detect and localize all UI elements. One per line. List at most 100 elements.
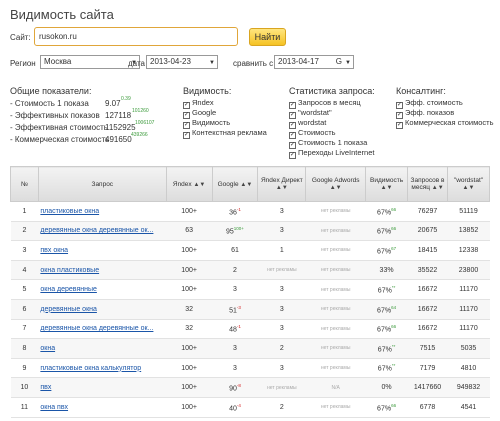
- query-link-text[interactable]: пластиковые окна калькулятор: [40, 364, 142, 372]
- google-change: -8: [236, 382, 241, 388]
- sort-icon[interactable]: ▲▼: [193, 181, 206, 188]
- wordstat-count: 13852: [447, 221, 490, 242]
- google-pos: 40-4: [212, 397, 258, 418]
- metrics-title: Общие показатели:: [10, 86, 92, 96]
- monthly-count: 1417660: [407, 377, 448, 398]
- adwords-pos-text: нет рекламы: [320, 227, 351, 234]
- col-google[interactable]: Google ▲▼: [211, 166, 259, 202]
- query-link-text[interactable]: окна пвх: [40, 403, 69, 411]
- stats-option-monthly[interactable]: ✓ Запросов в месяц: [289, 98, 361, 109]
- sort-icon[interactable]: ▲▼: [380, 185, 393, 191]
- adwords-pos: N/A: [305, 377, 366, 398]
- yandex-pos-text: 100+: [181, 403, 198, 411]
- visibility-option-visibility[interactable]: ✓ Видимость: [183, 118, 230, 129]
- table-header-row: № Запрос Яndex ▲▼ Google ▲▼ Яndex Директ…: [10, 166, 490, 202]
- visibility-change: 66: [391, 206, 397, 212]
- stats-option-wordstat-quoted[interactable]: ✓ "wordstat": [289, 108, 332, 119]
- adwords-pos-text: нет рекламы: [320, 325, 351, 332]
- adwords-pos: нет рекламы: [305, 201, 366, 222]
- query-link-text[interactable]: окна: [40, 344, 56, 352]
- visibility-option-ads[interactable]: ✓ Контекстная реклама: [183, 128, 267, 139]
- compare-select[interactable]: 2013-04-17 G ▼: [274, 55, 354, 69]
- col-direct[interactable]: Яndex Директ ▲▼: [257, 166, 307, 202]
- direct-pos-text: 3: [279, 207, 284, 215]
- direct-pos: 2: [257, 338, 306, 359]
- col-yandex[interactable]: Яndex ▲▼: [165, 166, 213, 202]
- query-link-text[interactable]: пластиковые окна: [40, 207, 100, 215]
- row-num: 10: [10, 377, 39, 398]
- col-wordstat[interactable]: "wordstat" ▲▼: [447, 166, 490, 202]
- google-pos-text: 51: [229, 306, 237, 314]
- query-link[interactable]: деревянные окна деревянные ок...: [38, 319, 167, 340]
- query-link-text[interactable]: пвх: [40, 384, 52, 392]
- query-link[interactable]: пластиковые окна калькулятор: [38, 358, 167, 379]
- query-link[interactable]: окна пвх: [38, 397, 167, 418]
- query-link[interactable]: окна: [38, 338, 167, 359]
- checkbox-icon: ✓: [396, 102, 403, 109]
- col-label: "wordstat": [453, 177, 484, 184]
- query-link-text[interactable]: окна пластиковые: [40, 266, 100, 274]
- query-link[interactable]: окна деревянные: [38, 279, 167, 300]
- site-input[interactable]: [34, 27, 238, 46]
- option-label: wordstat: [298, 118, 327, 127]
- adwords-pos-text: N/A: [331, 384, 340, 391]
- query-link-text[interactable]: деревянные окна деревянные ок...: [40, 227, 154, 235]
- query-link[interactable]: окна пластиковые: [38, 260, 167, 281]
- sort-icon[interactable]: ▲▼: [240, 181, 253, 188]
- visibility-value-text: 67%: [377, 404, 392, 412]
- visibility-value-text: 67%: [377, 248, 392, 256]
- stats-option-liveinternet[interactable]: ✓ Переходы LiveInternet: [289, 148, 374, 159]
- yandex-pos-text: 100+: [181, 207, 198, 215]
- option-label: "wordstat": [298, 108, 332, 117]
- query-link[interactable]: пластиковые окна: [38, 201, 167, 222]
- wordstat-count-text: 11170: [459, 325, 478, 333]
- query-link[interactable]: пвх: [38, 377, 167, 398]
- query-link[interactable]: деревянные окна деревянные ок...: [38, 221, 167, 242]
- option-label: Видимость: [192, 118, 231, 127]
- query-link-text[interactable]: пвх окна: [40, 246, 69, 254]
- sort-icon[interactable]: ▲▼: [329, 185, 342, 191]
- consulting-option-eff-cost[interactable]: ✓ Эфф. стоимость: [396, 98, 463, 109]
- query-link[interactable]: деревянные окна: [38, 299, 167, 320]
- stats-option-cost[interactable]: ✓ Стоимость: [289, 128, 336, 139]
- yandex-pos-text: 100+: [181, 246, 198, 254]
- monthly-count-text: 1417660: [413, 384, 442, 392]
- query-link[interactable]: пвх окна: [38, 240, 167, 261]
- direct-pos: 3: [257, 358, 306, 379]
- sort-icon[interactable]: ▲▼: [462, 185, 475, 191]
- consulting-option-eff-views[interactable]: ✓ Эфф. показов: [396, 108, 454, 119]
- region-select[interactable]: Москва ▼: [40, 55, 140, 69]
- query-link-text[interactable]: деревянные окна деревянные ок...: [40, 325, 154, 333]
- option-label: Яndex: [192, 98, 214, 107]
- yandex-pos: 100+: [166, 260, 213, 281]
- metric-label: - Стоимость 1 показа: [10, 99, 89, 108]
- direct-pos: 3: [257, 221, 306, 242]
- find-button[interactable]: Найти: [249, 28, 286, 46]
- col-query: Запрос: [37, 166, 167, 202]
- visibility-option-yandex[interactable]: ✓ Яndex: [183, 98, 214, 109]
- table-row: 4 окна пластиковые 100+ 2 нет рекламы нет рек…: [10, 260, 490, 281]
- monthly-count-text: 16672: [417, 286, 438, 294]
- col-visibility[interactable]: Видимость ▲▼: [365, 166, 409, 202]
- sort-icon[interactable]: ▲▼: [275, 185, 288, 191]
- stats-option-wordstat[interactable]: ✓ wordstat: [289, 118, 326, 129]
- col-monthly[interactable]: Запросов в месяц ▲▼: [407, 166, 448, 202]
- google-pos: 51-3: [212, 299, 258, 320]
- google-pos-text: 61: [231, 246, 239, 254]
- date-select[interactable]: 2013-04-23 ▼: [146, 55, 218, 69]
- query-link-text[interactable]: деревянные окна: [40, 305, 97, 313]
- adwords-pos: нет рекламы: [305, 221, 366, 242]
- direct-pos-text: 1: [279, 246, 284, 254]
- stats-option-cost-per-view[interactable]: ✓ Стоимость 1 показа: [289, 138, 367, 149]
- sort-icon[interactable]: ▲▼: [431, 185, 444, 191]
- query-link-text[interactable]: окна деревянные: [40, 286, 97, 294]
- checkbox-icon: ✓: [183, 122, 190, 129]
- col-adwords[interactable]: Google Adwords ▲▼: [305, 166, 367, 202]
- row-num: 5: [10, 279, 39, 300]
- visibility-option-google[interactable]: ✓ Google: [183, 108, 216, 119]
- visibility-value: 67%**: [365, 279, 408, 300]
- direct-pos: 3: [257, 319, 306, 340]
- consulting-option-commercial[interactable]: ✓ Коммерческая стоимость: [396, 118, 494, 129]
- metric-label: - Эффективных показов: [10, 111, 100, 120]
- adwords-pos: нет рекламы: [305, 319, 366, 340]
